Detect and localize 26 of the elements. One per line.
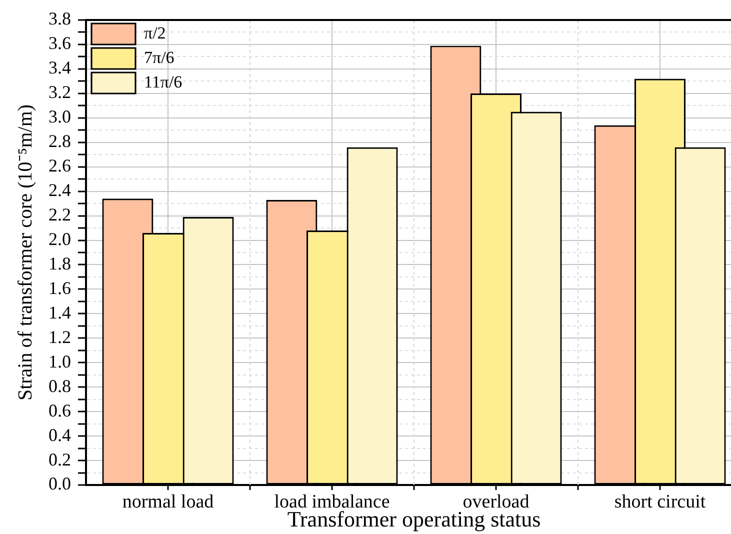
y-tick-label: 2.0 [48, 229, 71, 249]
y-tick-label: 1.4 [48, 302, 71, 322]
legend-label: π/2 [144, 23, 166, 42]
y-tick-label: 1.0 [48, 351, 71, 372]
y-tick-label: 2.2 [48, 204, 71, 225]
y-tick-label: 3.4 [48, 58, 71, 78]
y-tick-label: 3.8 [48, 8, 71, 29]
y-tick-label: 3.6 [48, 33, 71, 54]
y-tick-label: 2.8 [48, 131, 71, 152]
y-axis-title: Strain of transformer core (10⁻⁵m/m) [14, 104, 36, 401]
y-tick-label: 1.2 [48, 326, 71, 347]
y-tick-label: 2.6 [48, 156, 71, 176]
y-tick-label: 3.0 [48, 106, 71, 127]
legend-label: 7π/6 [144, 48, 174, 67]
x-tick-label: short circuit [614, 491, 706, 512]
y-tick-label: 0.0 [48, 474, 71, 494]
legend-label: 11π/6 [144, 72, 182, 92]
y-tick-label: 2.4 [48, 180, 71, 200]
y-tick-label: 0.8 [48, 376, 71, 396]
y-tick-label: 0.4 [48, 424, 71, 445]
y-tick-label: 1.6 [48, 278, 71, 298]
y-tick-label: 0.6 [48, 400, 71, 420]
y-tick-label: 0.2 [48, 449, 71, 470]
y-tick-label: 1.8 [48, 253, 71, 274]
y-tick-label: 3.2 [48, 82, 71, 102]
x-tick-label: normal load [122, 491, 214, 512]
